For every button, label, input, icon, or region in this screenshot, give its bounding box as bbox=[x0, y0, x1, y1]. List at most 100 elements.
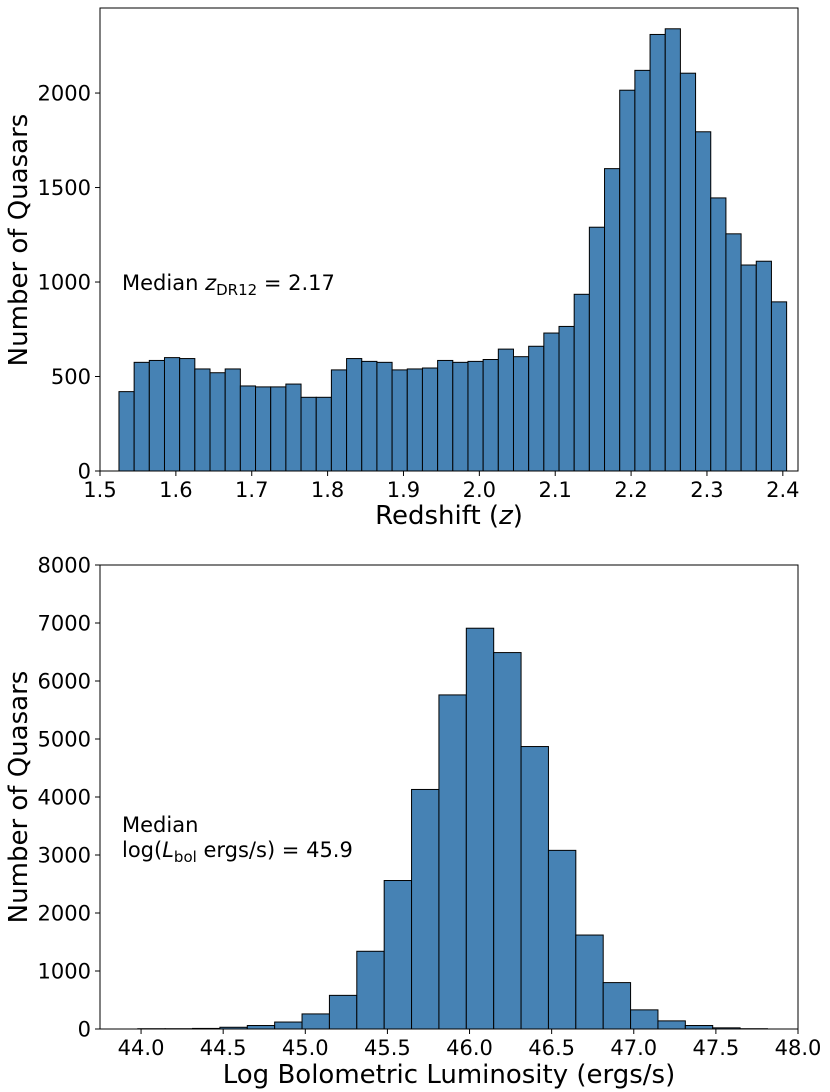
redshift-x-tick-label: 2.2 bbox=[614, 478, 647, 502]
redshift-x-ticks: 1.5 1.6 1.7 1.8 1.9 2.0 2.1 2.2 2.3 2.4 bbox=[83, 471, 800, 502]
luminosity-bar bbox=[630, 1009, 659, 1030]
redshift-bar bbox=[239, 385, 257, 472]
redshift-bar bbox=[209, 372, 226, 472]
redshift-bar bbox=[725, 233, 742, 472]
luminosity-bar bbox=[383, 880, 413, 1030]
redshift-bar bbox=[437, 359, 454, 472]
redshift-y-tick-label: 0 bbox=[78, 460, 91, 484]
luminosity-bar bbox=[575, 934, 604, 1030]
luminosity-x-tick-label: 45.5 bbox=[364, 1036, 411, 1060]
luminosity-histogram: 44.0 44.5 45.0 45.5 46.0 46.5 47.0 47.5 48.0 0 10… bbox=[4, 554, 821, 1091]
redshift-y-tick-label: 1500 bbox=[38, 176, 91, 200]
redshift-bar bbox=[376, 361, 393, 472]
luminosity-bar bbox=[465, 627, 495, 1030]
luminosity-y-tick-label: 3000 bbox=[38, 844, 91, 868]
luminosity-bar bbox=[547, 849, 577, 1030]
redshift-bar bbox=[300, 396, 317, 472]
luminosity-y-tick-label: 7000 bbox=[38, 612, 91, 636]
redshift-bar bbox=[543, 332, 560, 472]
redshift-x-tick-label: 2.1 bbox=[539, 478, 572, 502]
redshift-histogram: 1.5 1.6 1.7 1.8 1.9 2.0 2.1 2.2 2.3 2.4 0 500 1000 1… bbox=[4, 7, 800, 531]
redshift-x-tick-label: 1.9 bbox=[387, 478, 420, 502]
redshift-bar bbox=[695, 131, 712, 472]
redshift-bar bbox=[679, 72, 697, 472]
redshift-bar bbox=[255, 386, 272, 472]
luminosity-bar bbox=[328, 994, 358, 1030]
redshift-y-tick-label: 500 bbox=[51, 365, 91, 389]
luminosity-bar bbox=[274, 1021, 303, 1030]
redshift-y-ticks: 0 500 1000 1500 2000 bbox=[38, 82, 100, 484]
redshift-plot-frame bbox=[99, 7, 799, 472]
redshift-bar bbox=[528, 345, 545, 472]
redshift-bar bbox=[604, 168, 621, 472]
luminosity-y-tick-label: 5000 bbox=[38, 728, 91, 752]
luminosity-x-tick-label: 48.0 bbox=[775, 1036, 822, 1060]
redshift-bar bbox=[634, 69, 651, 472]
redshift-bar bbox=[179, 358, 196, 472]
redshift-x-tick-label: 1.6 bbox=[159, 478, 192, 502]
redshift-x-tick-label: 1.7 bbox=[235, 478, 268, 502]
luminosity-y-tick-label: 6000 bbox=[38, 670, 91, 694]
redshift-bar bbox=[573, 293, 590, 472]
luminosity-x-axis-label: Log Bolometric Luminosity (ergs/s) bbox=[223, 1060, 676, 1090]
luminosity-bar bbox=[301, 1013, 330, 1030]
redshift-bar bbox=[482, 359, 499, 472]
redshift-y-axis-label: Number of Quasars bbox=[4, 114, 34, 367]
redshift-bar bbox=[710, 197, 727, 472]
redshift-bar bbox=[588, 226, 606, 472]
luminosity-bar bbox=[684, 1025, 714, 1030]
redshift-x-tick-label: 2.0 bbox=[463, 478, 496, 502]
luminosity-bar bbox=[438, 694, 467, 1030]
luminosity-median-annotation-line1: Median bbox=[122, 813, 198, 837]
luminosity-x-tick-label: 46.5 bbox=[528, 1036, 575, 1060]
luminosity-bars bbox=[137, 627, 768, 1030]
luminosity-bar bbox=[411, 788, 440, 1030]
luminosity-bar bbox=[657, 1020, 686, 1030]
luminosity-x-tick-label: 44.5 bbox=[200, 1036, 247, 1060]
redshift-bar bbox=[361, 360, 378, 472]
luminosity-median-annotation-line2: log(Lbol ergs/s) = 45.9 bbox=[122, 838, 353, 866]
redshift-bar bbox=[224, 368, 241, 472]
redshift-bar bbox=[391, 369, 408, 472]
redshift-bar bbox=[755, 260, 772, 472]
luminosity-y-tick-label: 2000 bbox=[38, 902, 91, 926]
luminosity-y-tick-label: 0 bbox=[78, 1018, 91, 1042]
redshift-bar bbox=[330, 369, 348, 472]
redshift-bar bbox=[512, 356, 530, 472]
redshift-bar bbox=[285, 383, 302, 472]
redshift-bars bbox=[118, 28, 788, 472]
redshift-bar bbox=[467, 360, 484, 472]
luminosity-x-tick-label: 47.5 bbox=[692, 1036, 739, 1060]
redshift-x-tick-label: 1.8 bbox=[311, 478, 344, 502]
redshift-bar bbox=[163, 357, 181, 472]
redshift-bar bbox=[148, 359, 165, 472]
redshift-y-tick-label: 2000 bbox=[38, 82, 91, 106]
redshift-bar bbox=[452, 361, 469, 472]
redshift-bar bbox=[133, 361, 150, 472]
luminosity-y-tick-label: 8000 bbox=[38, 554, 91, 578]
redshift-bar bbox=[315, 396, 332, 472]
luminosity-y-axis-label: Number of Quasars bbox=[4, 671, 34, 924]
luminosity-x-tick-label: 47.0 bbox=[610, 1036, 657, 1060]
redshift-bar bbox=[194, 368, 211, 472]
luminosity-bar bbox=[602, 982, 632, 1030]
luminosity-y-tick-label: 4000 bbox=[38, 786, 91, 810]
redshift-bar bbox=[740, 264, 757, 472]
redshift-bar bbox=[118, 391, 135, 472]
luminosity-y-ticks: 0 1000 2000 3000 4000 5000 6000 7000 8000 bbox=[38, 554, 100, 1042]
redshift-bar bbox=[406, 368, 423, 472]
redshift-bar bbox=[421, 367, 439, 472]
redshift-x-axis-label: Redshift (z) bbox=[375, 501, 523, 531]
redshift-x-tick-label: 2.4 bbox=[766, 478, 799, 502]
luminosity-x-tick-label: 45.0 bbox=[282, 1036, 329, 1060]
redshift-bar bbox=[497, 348, 514, 472]
redshift-bar bbox=[346, 358, 363, 472]
luminosity-bar bbox=[520, 746, 549, 1030]
redshift-x-tick-label: 1.5 bbox=[83, 478, 116, 502]
luminosity-x-ticks: 44.0 44.5 45.0 45.5 46.0 46.5 47.0 47.5 48.0 bbox=[118, 1029, 822, 1060]
luminosity-y-tick-label: 1000 bbox=[38, 960, 91, 984]
luminosity-bar bbox=[246, 1025, 276, 1030]
redshift-y-tick-label: 1000 bbox=[38, 271, 91, 295]
redshift-bar bbox=[664, 28, 681, 472]
